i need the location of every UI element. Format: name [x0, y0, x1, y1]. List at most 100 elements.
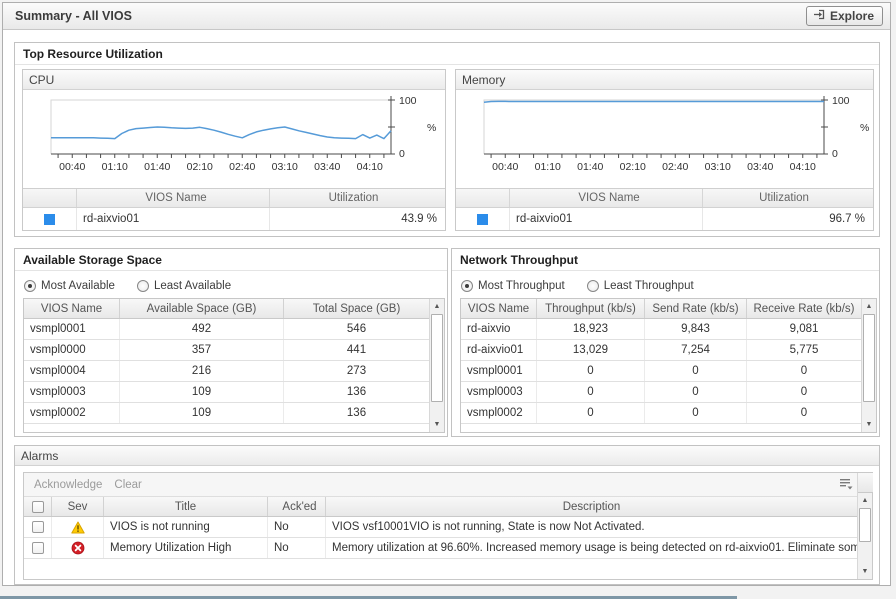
throughput: 18,923 [537, 319, 645, 339]
column-header-vios-name[interactable]: VIOS Name [24, 299, 120, 318]
legend-column-header [456, 189, 510, 207]
scrollbar-thumb[interactable] [863, 314, 875, 402]
column-header-vios-name[interactable]: VIOS Name [461, 299, 537, 318]
scroll-down-icon[interactable]: ▼ [433, 421, 441, 428]
throughput: 0 [537, 403, 645, 423]
alarm-row[interactable]: VIOS is not running No VIOS vsf10001VIO … [24, 517, 857, 538]
panel-alarms: Alarms Acknowledge Clear [14, 445, 880, 585]
svg-text:01:40: 01:40 [144, 161, 170, 173]
storage-row[interactable]: vsmpl0000 357 441 [24, 340, 429, 361]
memory-utilization-chart: 00:40 01:10 01:40 02:10 02:40 03:10 03:40 04:10… [456, 90, 873, 187]
network-scrollbar[interactable]: ▲ ▼ [861, 299, 876, 432]
throughput: 13,029 [537, 340, 645, 360]
column-header-title[interactable]: Title [104, 497, 268, 516]
vios-name: rd-aixvio [461, 319, 537, 339]
explore-button[interactable]: Explore [805, 6, 883, 26]
radio-most-throughput[interactable]: Most Throughput [461, 276, 565, 295]
vios-name-column-header: VIOS Name [77, 189, 270, 207]
svg-text:01:10: 01:10 [102, 161, 128, 173]
radio-least-available[interactable]: Least Available [136, 276, 232, 295]
vios-name: vsmpl0002 [24, 403, 120, 423]
vios-name-column-header: VIOS Name [510, 189, 703, 207]
storage-scrollbar[interactable]: ▲ ▼ [429, 299, 444, 432]
error-icon [52, 538, 104, 558]
scroll-down-icon[interactable]: ▼ [861, 568, 869, 575]
svg-text:03:40: 03:40 [747, 161, 773, 173]
alarm-row[interactable]: Memory Utilization High No Memory utiliz… [24, 538, 857, 559]
alarm-description: VIOS vsf10001VIO is not running, State i… [332, 521, 645, 533]
column-header-available-space[interactable]: Available Space (GB) [120, 299, 284, 318]
column-header-description[interactable]: Description [562, 500, 621, 513]
row-checkbox[interactable] [31, 542, 44, 554]
column-header-send-rate[interactable]: Send Rate (kb/s) [645, 299, 747, 318]
radio-label: Least Available [153, 279, 232, 292]
receive-rate: 0 [800, 365, 808, 377]
total-space: 136 [346, 407, 367, 419]
radio-least-throughput[interactable]: Least Throughput [586, 276, 694, 295]
cpu-utilization-chart: 00:40 01:10 01:40 02:10 02:40 03:10 03:40 04:10… [23, 90, 445, 187]
throughput: 0 [537, 382, 645, 402]
vios-name: vsmpl0003 [461, 382, 537, 402]
column-header-sev[interactable]: Sev [52, 497, 104, 516]
radio-most-available[interactable]: Most Available [24, 276, 115, 295]
select-all-checkbox[interactable] [31, 500, 44, 513]
svg-text:00:40: 00:40 [59, 161, 85, 173]
warning-icon [52, 517, 104, 537]
scroll-up-icon[interactable]: ▲ [433, 303, 441, 310]
storage-row[interactable]: vsmpl0004 216 273 [24, 361, 429, 382]
svg-text:02:40: 02:40 [662, 161, 688, 173]
memory-legend-row[interactable]: rd-aixvio01 96.7 % [456, 208, 873, 230]
panel-network-throughput: Network Throughput Most Throughput Least… [451, 248, 880, 437]
alarms-scrollbar[interactable]: ▲ ▼ [857, 473, 873, 579]
send-rate: 0 [645, 382, 747, 402]
scrollbar-thumb[interactable] [859, 508, 871, 542]
panel-available-storage-space: Available Storage Space Most Available L… [14, 248, 448, 437]
memory-legend-table: VIOS Name Utilization rd-aixvio01 96.7 % [456, 188, 873, 230]
radio-label: Most Available [41, 279, 115, 292]
row-checkbox[interactable] [31, 521, 44, 533]
available-space: 109 [120, 403, 284, 423]
available-space: 492 [120, 319, 284, 339]
column-header-acked[interactable]: Ack'ed [268, 497, 326, 516]
svg-text:02:40: 02:40 [229, 161, 255, 173]
storage-row[interactable]: vsmpl0003 109 136 [24, 382, 429, 403]
scroll-up-icon[interactable]: ▲ [861, 497, 869, 504]
total-space: 136 [346, 386, 367, 398]
network-row[interactable]: rd-aixvio01 13,029 7,254 5,775 [461, 340, 861, 361]
network-row[interactable]: vsmpl0003 0 0 0 [461, 382, 861, 403]
vios-name: vsmpl0003 [24, 382, 120, 402]
total-space: 273 [346, 365, 367, 377]
column-header-throughput[interactable]: Throughput (kb/s) [537, 299, 645, 318]
scroll-up-icon[interactable]: ▲ [865, 303, 873, 310]
throughput: 0 [537, 361, 645, 381]
column-header-receive-rate[interactable]: Receive Rate (kb/s) [753, 302, 855, 315]
vios-name: rd-aixvio01 [77, 208, 270, 230]
bottom-edge-strip [0, 596, 737, 599]
panel-top-resource-utilization: Top Resource Utilization CPU 00:40 01:10 0… [14, 42, 880, 237]
vios-name: vsmpl0001 [24, 319, 120, 339]
scrollbar-thumb[interactable] [431, 314, 443, 402]
storage-row[interactable]: vsmpl0002 109 136 [24, 403, 429, 424]
svg-text:01:40: 01:40 [577, 161, 603, 173]
receive-rate: 0 [800, 386, 808, 398]
network-row[interactable]: vsmpl0001 0 0 0 [461, 361, 861, 382]
cpu-legend-row[interactable]: rd-aixvio01 43.9 % [23, 208, 445, 230]
receive-rate: 9,081 [789, 323, 819, 335]
table-options-icon[interactable] [837, 477, 853, 494]
send-rate: 9,843 [645, 319, 747, 339]
network-row[interactable]: vsmpl0002 0 0 0 [461, 403, 861, 424]
acknowledge-button[interactable]: Acknowledge [34, 478, 103, 491]
memory-subpanel: Memory 00:40 01:10 01:40 02:10 02:40 03:10 03:… [455, 69, 874, 231]
panel-title: Available Storage Space [15, 249, 447, 271]
network-row[interactable]: rd-aixvio 18,923 9,843 9,081 [461, 319, 861, 340]
clear-button[interactable]: Clear [114, 478, 142, 491]
page-header: Summary - All VIOS Explore [3, 3, 890, 30]
alarm-title: Memory Utilization High [104, 538, 268, 558]
vios-name: vsmpl0001 [461, 361, 537, 381]
svg-text:%: % [427, 122, 436, 134]
storage-table-header: VIOS Name Available Space (GB) Total Spa… [24, 299, 429, 319]
scroll-down-icon[interactable]: ▼ [865, 421, 873, 428]
storage-row[interactable]: vsmpl0001 492 546 [24, 319, 429, 340]
radio-label: Least Throughput [603, 279, 694, 292]
column-header-total-space[interactable]: Total Space (GB) [312, 302, 401, 315]
